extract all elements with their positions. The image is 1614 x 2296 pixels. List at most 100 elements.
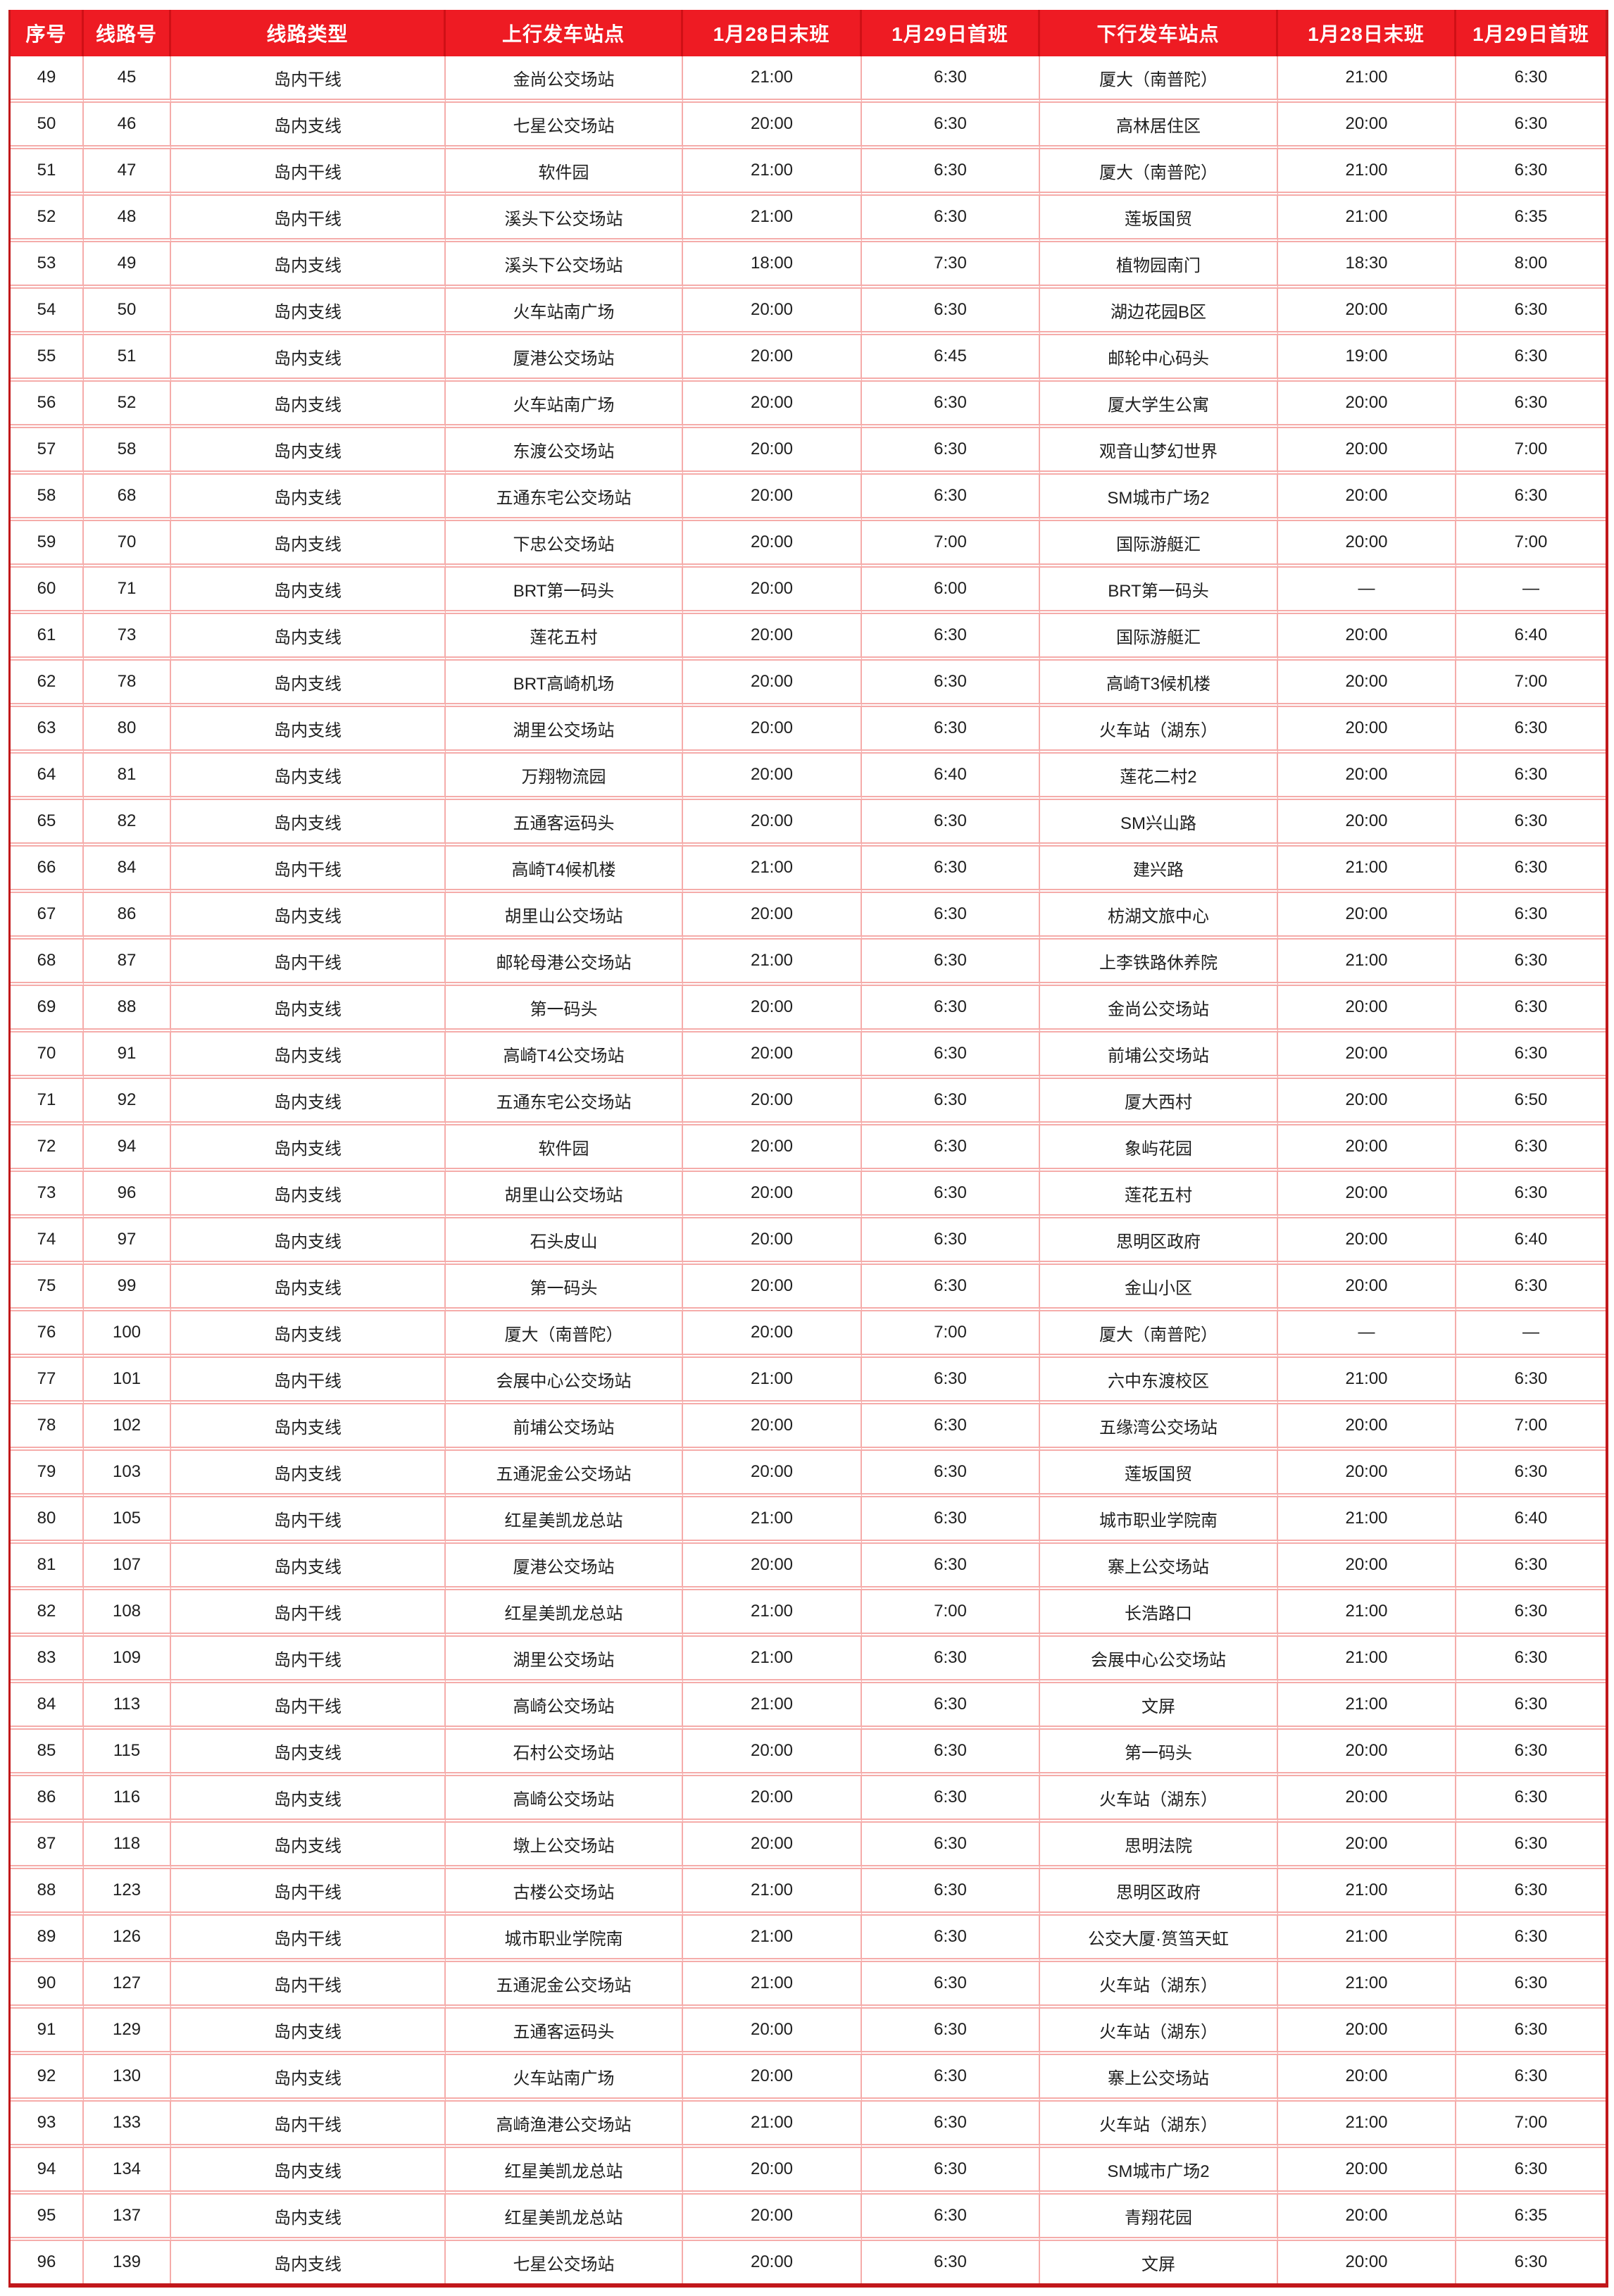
cell-line-number: 123	[84, 1869, 171, 1916]
cell-up-jan29-first: 6:30	[862, 475, 1040, 521]
cell-down-jan28-last: 20:00	[1278, 289, 1456, 335]
cell-line-number: 46	[84, 103, 171, 149]
cell-index: 69	[11, 986, 84, 1032]
cell-up-station: 石村公交场站	[446, 1730, 683, 1776]
cell-down-jan29-first: 7:00	[1456, 428, 1606, 475]
cell-line-number: 108	[84, 1590, 171, 1637]
cell-down-jan28-last: 20:00	[1278, 2055, 1456, 2102]
cell-line-type: 岛内支线	[171, 800, 446, 847]
cell-line-number: 127	[84, 1962, 171, 2009]
cell-line-type: 岛内支线	[171, 754, 446, 800]
cell-down-jan29-first: 6:40	[1456, 614, 1606, 661]
cell-down-jan28-last: 20:00	[1278, 1218, 1456, 1265]
cell-up-jan28-last: 21:00	[683, 1497, 862, 1544]
cell-up-jan29-first: 6:30	[862, 1218, 1040, 1265]
cell-down-jan28-last: 20:00	[1278, 1776, 1456, 1823]
cell-down-jan28-last: 20:00	[1278, 1404, 1456, 1451]
cell-index: 62	[11, 661, 84, 707]
cell-up-jan28-last: 20:00	[683, 1032, 862, 1079]
cell-down-jan29-first: 6:30	[1456, 1776, 1606, 1823]
cell-up-jan29-first: 6:30	[862, 1869, 1040, 1916]
cell-up-jan28-last: 20:00	[683, 614, 862, 661]
cell-up-station: 莲花五村	[446, 614, 683, 661]
cell-down-station: 莲坂国贸	[1040, 1451, 1278, 1497]
cell-down-jan28-last: 20:00	[1278, 1079, 1456, 1125]
cell-down-jan29-first: 6:35	[1456, 2195, 1606, 2241]
cell-line-type: 岛内干线	[171, 196, 446, 242]
cell-up-jan29-first: 6:30	[862, 1265, 1040, 1311]
cell-index: 90	[11, 1962, 84, 2009]
cell-up-jan28-last: 20:00	[683, 289, 862, 335]
cell-down-station: 寨上公交场站	[1040, 2055, 1278, 2102]
cell-index: 77	[11, 1358, 84, 1404]
cell-up-station: 下忠公交场站	[446, 521, 683, 568]
cell-down-jan29-first: 6:30	[1456, 475, 1606, 521]
cell-up-jan29-first: 6:30	[862, 1032, 1040, 1079]
cell-up-station: 高崎公交场站	[446, 1776, 683, 1823]
cell-up-jan28-last: 20:00	[683, 1218, 862, 1265]
cell-down-station: 厦大西村	[1040, 1079, 1278, 1125]
cell-line-type: 岛内干线	[171, 1590, 446, 1637]
cell-down-jan29-first: 6:40	[1456, 1218, 1606, 1265]
cell-down-jan29-first: 6:30	[1456, 1823, 1606, 1869]
cell-down-jan29-first: 6:30	[1456, 103, 1606, 149]
cell-down-station: SM城市广场2	[1040, 475, 1278, 521]
cell-up-station: 高崎公交场站	[446, 1683, 683, 1730]
cell-down-jan28-last: 20:00	[1278, 986, 1456, 1032]
cell-line-type: 岛内支线	[171, 2148, 446, 2195]
cell-up-jan28-last: 20:00	[683, 1730, 862, 1776]
cell-line-type: 岛内支线	[171, 1730, 446, 1776]
cell-index: 72	[11, 1125, 84, 1172]
cell-line-type: 岛内支线	[171, 242, 446, 289]
cell-up-jan29-first: 6:30	[862, 1172, 1040, 1218]
cell-line-type: 岛内支线	[171, 2241, 446, 2283]
cell-line-type: 岛内支线	[171, 1451, 446, 1497]
cell-index: 75	[11, 1265, 84, 1311]
cell-up-jan29-first: 6:30	[862, 428, 1040, 475]
cell-down-jan29-first: 6:30	[1456, 1032, 1606, 1079]
cell-down-jan29-first: 6:30	[1456, 2009, 1606, 2055]
cell-line-number: 50	[84, 289, 171, 335]
cell-up-jan29-first: 6:30	[862, 707, 1040, 754]
table-row: 84 113 岛内干线 高崎公交场站 21:00 6:30 文屏 21:00 6:30	[11, 1683, 1606, 1730]
cell-line-number: 107	[84, 1544, 171, 1590]
cell-index: 53	[11, 242, 84, 289]
cell-down-jan28-last: 20:00	[1278, 1032, 1456, 1079]
cell-line-number: 87	[84, 940, 171, 986]
cell-down-jan29-first: 6:30	[1456, 2055, 1606, 2102]
cell-line-type: 岛内干线	[171, 1358, 446, 1404]
cell-line-number: 105	[84, 1497, 171, 1544]
cell-down-jan28-last: 20:00	[1278, 614, 1456, 661]
table-body: 49 45 岛内干线 金尚公交场站 21:00 6:30 厦大（南普陀） 21:00 6:30 5…	[11, 56, 1606, 2283]
cell-index: 78	[11, 1404, 84, 1451]
table-row: 77 101 岛内干线 会展中心公交场站 21:00 6:30 六中东渡校区 21:00 6:3…	[11, 1358, 1606, 1404]
cell-down-jan29-first: 6:30	[1456, 1590, 1606, 1637]
cell-index: 67	[11, 893, 84, 940]
cell-down-station: 火车站（湖东）	[1040, 707, 1278, 754]
cell-line-number: 133	[84, 2102, 171, 2148]
cell-up-jan29-first: 6:30	[862, 1776, 1040, 1823]
cell-line-number: 130	[84, 2055, 171, 2102]
cell-down-jan29-first: 6:30	[1456, 382, 1606, 428]
cell-line-type: 岛内支线	[171, 1265, 446, 1311]
cell-line-type: 岛内干线	[171, 2102, 446, 2148]
cell-up-station: 红星美凯龙总站	[446, 1590, 683, 1637]
cell-down-station: 火车站（湖东）	[1040, 1962, 1278, 2009]
cell-line-type: 岛内干线	[171, 847, 446, 893]
cell-index: 61	[11, 614, 84, 661]
cell-down-station: 建兴路	[1040, 847, 1278, 893]
cell-up-jan29-first: 7:00	[862, 1311, 1040, 1358]
cell-line-number: 80	[84, 707, 171, 754]
cell-down-station: 公交大厦·筼筜天虹	[1040, 1916, 1278, 1962]
column-header-down-jan28-last: 1月28日末班	[1278, 10, 1456, 56]
cell-up-jan28-last: 20:00	[683, 1125, 862, 1172]
cell-index: 96	[11, 2241, 84, 2283]
cell-up-station: 第一码头	[446, 986, 683, 1032]
cell-line-type: 岛内支线	[171, 661, 446, 707]
cell-up-jan29-first: 6:30	[862, 103, 1040, 149]
cell-up-jan29-first: 6:30	[862, 1497, 1040, 1544]
cell-line-type: 岛内支线	[171, 1823, 446, 1869]
cell-down-jan28-last: 19:00	[1278, 335, 1456, 382]
table-row: 90 127 岛内干线 五通泥金公交场站 21:00 6:30 火车站（湖东） 21:00 6:…	[11, 1962, 1606, 2009]
